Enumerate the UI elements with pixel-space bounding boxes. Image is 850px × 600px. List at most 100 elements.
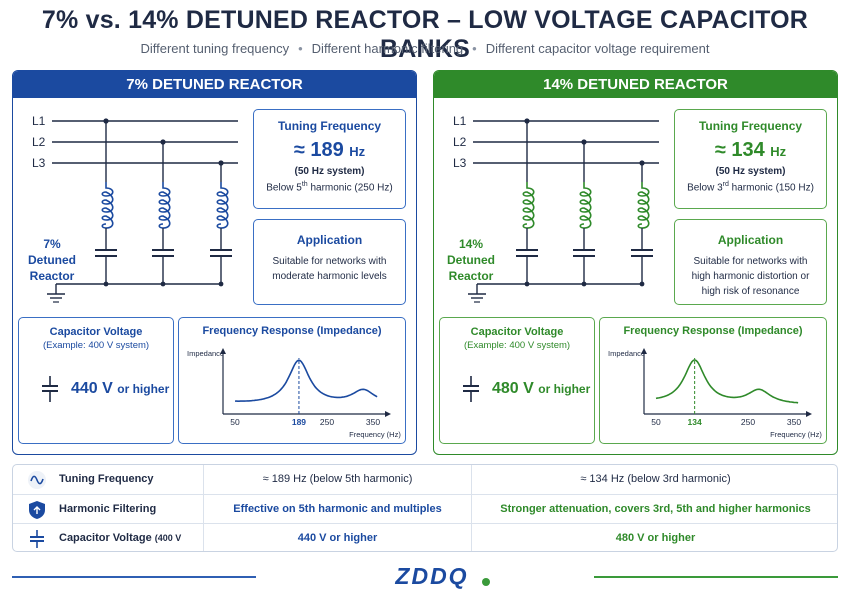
circuit-diagram: L1 L2 L3 bbox=[32, 114, 238, 303]
x-tick-label: 134 bbox=[688, 417, 702, 427]
application-box: Application Suitable for networks with m… bbox=[253, 219, 406, 305]
capacitor-voltage-box: Capacitor Voltage (Example: 400 V system… bbox=[18, 317, 174, 444]
panel-7-percent: 7% DETUNED REACTOR L1 L2 L3 7% Detuned Rea… bbox=[12, 70, 417, 455]
note-suffix: harmonic (150 Hz) bbox=[728, 182, 814, 194]
application-text: Suitable for networks with moderate harm… bbox=[272, 256, 387, 282]
approx-sign: ≈ bbox=[293, 139, 305, 161]
reactor-coil bbox=[522, 182, 535, 229]
capacitor-row: 480 V or higher bbox=[462, 376, 590, 402]
row-label-small: (400 V system) bbox=[154, 533, 182, 543]
tuning-title: Tuning Frequency bbox=[277, 119, 382, 133]
reactor-label-line: Reactor bbox=[29, 269, 75, 283]
tuning-frequency-box: Tuning Frequency ≈ 134 Hz (50 Hz system)… bbox=[674, 109, 827, 209]
capacitor-example: (Example: 400 V system) bbox=[42, 340, 150, 351]
cell-7-percent: ≈ 189 Hz (below 5th harmonic) bbox=[203, 465, 471, 494]
capacitor-value: 440 V or higher bbox=[71, 380, 169, 398]
row-label: Harmonic Filtering bbox=[13, 495, 203, 524]
frequency-chart-title: Frequency Response (Impedance) bbox=[202, 325, 382, 337]
x-tick-label: 50 bbox=[651, 417, 661, 427]
logo-dot bbox=[482, 578, 490, 586]
tuning-frequency-box: Tuning Frequency ≈ 189 Hz (50 Hz system)… bbox=[253, 109, 406, 209]
frequency-response-box: Frequency Response (Impedance) Impedance… bbox=[178, 317, 406, 444]
row-label: Capacitor Voltage (400 V system) bbox=[13, 524, 203, 551]
panel-header: 14% DETUNED REACTOR bbox=[434, 71, 837, 98]
page-subtitle: Different tuning frequency • Different har… bbox=[0, 41, 850, 56]
footer-divider-right bbox=[594, 576, 838, 578]
tuning-note: Below 3rd harmonic (150 Hz) bbox=[675, 181, 826, 193]
tuning-unit: Hz bbox=[770, 144, 787, 159]
capacitor-suffix: or higher bbox=[538, 382, 591, 396]
subtitle-item: Different capacitor voltage requirement bbox=[485, 41, 710, 56]
table-row: Tuning Frequency ≈ 189 Hz (below 5th har… bbox=[13, 465, 837, 494]
reactor-label: 7% Detuned Reactor bbox=[27, 236, 77, 284]
application-title: Application bbox=[717, 233, 784, 247]
x-axis-arrow bbox=[385, 411, 391, 417]
capacitor-icon bbox=[30, 530, 44, 548]
panel-14-percent: 14% DETUNED REACTOR L1 L2 L3 14% Detuned R… bbox=[433, 70, 838, 455]
capacitor-icon bbox=[42, 376, 58, 402]
x-axis-arrow bbox=[806, 411, 812, 417]
application-text: Suitable for networks with high harmonic… bbox=[691, 256, 810, 297]
subtitle-item: Different tuning frequency bbox=[140, 41, 290, 56]
capacitor-value: 480 V or higher bbox=[492, 380, 590, 398]
tuning-system: (50 Hz system) bbox=[675, 166, 826, 177]
junction-dot bbox=[639, 160, 645, 166]
junction-dot bbox=[218, 160, 224, 166]
row-label-text: Harmonic Filtering bbox=[59, 503, 157, 515]
capacitor-row: 440 V or higher bbox=[41, 376, 169, 402]
shield-icon bbox=[29, 501, 45, 519]
tuning-note: Below 5th harmonic (250 Hz) bbox=[254, 181, 405, 193]
tuning-number: 134 bbox=[731, 139, 765, 161]
y-axis-label: Impedance bbox=[187, 349, 224, 358]
system-text: (50 Hz system) bbox=[715, 166, 786, 177]
frequency-response-chart: Impedance 50 134 250 350 Frequency (Hz) bbox=[608, 348, 822, 439]
junction-dot bbox=[581, 139, 587, 145]
application-box: Application Suitable for networks with h… bbox=[674, 219, 827, 305]
page-title: 7% vs. 14% DETUNED REACTOR – LOW VOLTAGE… bbox=[41, 6, 809, 63]
cell-7-percent: Effective on 5th harmonic and multiples bbox=[203, 495, 471, 524]
frequency-chart-title: Frequency Response (Impedance) bbox=[623, 325, 803, 337]
row-label: Tuning Frequency bbox=[13, 465, 203, 494]
reactor-coil bbox=[216, 182, 229, 229]
x-tick-label: 50 bbox=[230, 417, 240, 427]
system-text: (50 Hz system) bbox=[294, 166, 365, 177]
tuning-value: ≈ 189 Hz bbox=[254, 139, 405, 162]
note-suffix: harmonic (250 Hz) bbox=[307, 182, 393, 194]
capacitor-icon bbox=[463, 376, 479, 402]
frequency-response-chart: Impedance 50 189 250 350 Frequency (Hz) bbox=[187, 348, 401, 439]
bus-label: L3 bbox=[32, 156, 46, 170]
frequency-response-box: Frequency Response (Impedance) Impedance… bbox=[599, 317, 827, 444]
cell-14-percent: ≈ 134 Hz (below 3rd harmonic) bbox=[471, 465, 837, 494]
tuning-system: (50 Hz system) bbox=[254, 166, 405, 177]
reactor-label-line: Detuned bbox=[28, 253, 76, 267]
bus-label: L2 bbox=[453, 135, 467, 149]
capacitor-voltage: 480 V bbox=[492, 380, 534, 397]
reactor-coil bbox=[579, 182, 592, 229]
bus-label: L1 bbox=[32, 114, 46, 128]
cell-14-percent: 480 V or higher bbox=[471, 524, 837, 551]
x-tick-label: 250 bbox=[320, 417, 334, 427]
impedance-curve bbox=[234, 359, 378, 402]
capacitor-voltage: 440 V bbox=[71, 380, 113, 397]
reactor-coil bbox=[637, 182, 650, 229]
logo-text: ZDDQ bbox=[394, 563, 468, 589]
capacitor-example: (Example: 400 V system) bbox=[463, 340, 571, 351]
row-label-text: Capacitor Voltage bbox=[59, 532, 152, 544]
note-sup: th bbox=[301, 181, 308, 188]
bus-label: L1 bbox=[453, 114, 467, 128]
tuning-number: 189 bbox=[310, 139, 344, 161]
note-prefix: Below 5 bbox=[266, 182, 302, 194]
x-tick-label: 189 bbox=[292, 417, 306, 427]
x-tick-label: 350 bbox=[787, 417, 801, 427]
x-axis-label: Frequency (Hz) bbox=[770, 430, 822, 439]
junction-dot bbox=[103, 118, 109, 124]
impedance-curve bbox=[655, 359, 799, 404]
subtitle-separator: • bbox=[472, 41, 477, 56]
approx-sign: ≈ bbox=[714, 139, 726, 161]
application-title: Application bbox=[296, 233, 363, 247]
y-axis-arrow bbox=[220, 348, 226, 354]
note-sup: rd bbox=[722, 181, 729, 188]
x-tick-label: 350 bbox=[366, 417, 380, 427]
comparison-table: Tuning Frequency ≈ 189 Hz (below 5th har… bbox=[12, 464, 838, 552]
capacitor-title: Capacitor Voltage bbox=[470, 326, 564, 338]
